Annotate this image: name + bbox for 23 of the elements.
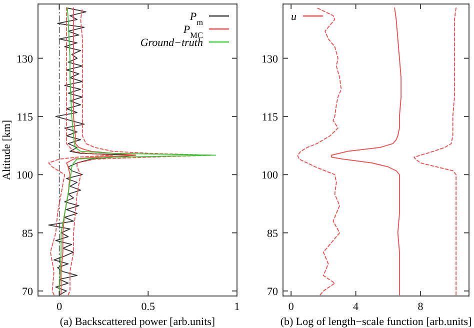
x-axis-title: (b) Log of length−scale function [arb.units] xyxy=(280,316,472,328)
y-tick-label: 70 xyxy=(22,286,34,298)
y-tick-label: 85 xyxy=(22,228,34,240)
x-tick-label: 4 xyxy=(353,301,360,313)
legend-label: P$_{MC}$ xyxy=(182,24,204,40)
x-tick-label: 0 xyxy=(56,301,63,313)
legend-label: Ground−truth xyxy=(140,37,204,49)
y-tick-label: 100 xyxy=(262,170,278,182)
y-tick-label: 100 xyxy=(16,170,34,182)
x-tick-label: 0.5 xyxy=(141,301,156,313)
x-tick-label: 0 xyxy=(288,301,294,313)
y-tick-label: 85 xyxy=(267,228,278,240)
x-tick-label: 1 xyxy=(234,301,240,313)
y-tick-label: 130 xyxy=(16,53,34,66)
x-axis-title: (a) Backscattered power [arb.units] xyxy=(60,316,216,328)
legend-label: u xyxy=(291,11,297,23)
y-axis-title: Altitude [km] xyxy=(1,120,13,180)
y-tick-label: 115 xyxy=(262,111,278,124)
y-tick-label: 130 xyxy=(262,53,278,66)
y-tick-label: 70 xyxy=(267,286,278,298)
legend-label: P$_{m}$ xyxy=(188,11,204,26)
x-tick-label: 8 xyxy=(418,301,424,313)
y-tick-label: 115 xyxy=(16,111,34,124)
